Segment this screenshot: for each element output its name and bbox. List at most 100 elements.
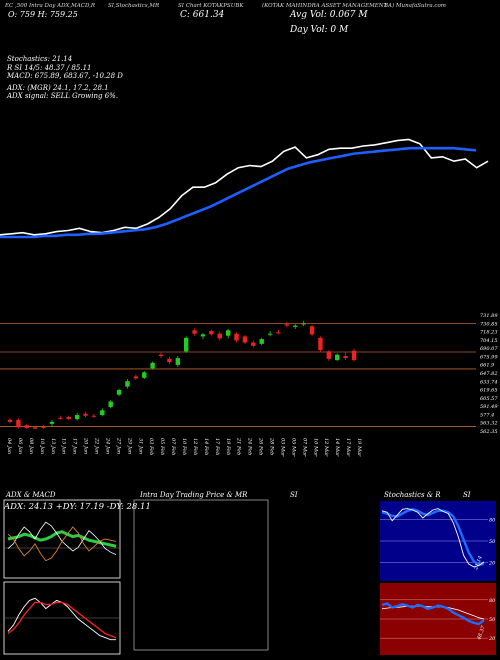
rsi-tick-label: 80 [489,598,496,604]
candle-body [225,330,231,336]
candle-body [343,356,348,359]
adx-macd-panel [3,499,121,655]
y-tick-label: 647.82 [480,371,498,377]
x-tick-label: 07 Feb [170,438,176,455]
candle-body [133,376,139,379]
stochastics-value: Stochastics: 21.14 [7,55,73,63]
stoch-panel-title: Stochastics & R [384,491,441,499]
candle-body [217,333,222,339]
stochastics-rsi-panel: 80 50 20 80 50 20 21.14 48.37 [380,501,496,655]
candle-body [74,415,80,420]
y-tick-label: 661.9 [480,363,495,369]
candle-body [183,337,189,352]
x-tick-label: 22 Jan [94,437,100,454]
candle-body [200,334,206,337]
candle-body [108,401,113,407]
macd-signal-line [7,601,117,639]
candle-body [125,381,130,387]
x-tick-label: 24 Feb [247,437,253,455]
header-title-3: SI Chart KOTAKPSUBK [178,3,244,9]
x-tick-label: 03 Feb [148,438,154,455]
intraday-panel-title-2: SI [290,491,298,499]
adx-value: ADX: (MGR) 24.1, 17.2, 28.1 [7,83,109,92]
rsi-tick-label: 50 [489,617,496,623]
x-tick-label: 21 Feb [236,437,242,455]
candle-body [91,415,97,417]
x-tick-label: 31 Jan [137,438,143,454]
candle-body [335,354,340,361]
macd-value: MACD: 675.89, 683.67, -10.28 D [7,72,123,81]
x-tick-label: 17 Jan [72,438,78,454]
x-tick-label: 08 Jan [28,438,34,454]
stoch-tick-label: 20 [488,561,496,567]
x-tick-label: 14 Feb [203,438,209,455]
x-tick-label: 27 Jan [115,437,121,454]
candle-body [100,410,105,416]
candle-body [150,362,155,369]
x-tick-label: 10 Feb [181,438,187,455]
x-tick-label: 05 Feb [159,438,165,455]
y-tick-label: 563.32 [480,421,498,427]
candle-body [116,389,122,395]
y-tick-label: 562.35 [480,429,498,435]
x-tick-label: 04 Jan [6,438,12,454]
rsi-tick-label: 20 [488,636,496,642]
x-tick-label: 12 Mar [323,438,329,457]
y-tick-label: 730.85 [480,321,498,327]
adx-frame [3,499,121,579]
di-minus-line [7,526,117,562]
price-overview-chart [0,138,489,239]
candle-body [267,333,273,335]
x-tick-label: 03 Mar [279,438,285,457]
x-tick-label: 17 Mar [345,438,351,457]
rsi-value: R SI 14/5: 48.37 / 85.11 [7,63,92,72]
x-tick-label: 12 Feb [192,438,198,455]
candle-body [293,325,298,327]
adx-readout: ADX: 24.13 +DY: 17.19 -DY: 28.11 [4,502,151,512]
stoch-d-line [381,508,485,567]
x-tick-label: 06 Jan [17,438,23,454]
candle-body [234,333,239,341]
x-tick-label: 10 Mar [312,438,318,457]
y-tick-label: 704.15 [480,338,498,344]
header-title-1: EC ,500 Intra Day ADX,MACD,R [5,3,96,9]
adx-line [7,530,117,548]
x-tick-label: 17 Feb [214,438,220,455]
candle-body [83,413,88,416]
candle-body [66,417,71,420]
stoch-tick-label: 80 [489,517,496,523]
candle-body [301,323,306,325]
x-tick-label: 10 Jan [39,438,45,454]
x-tick-label: 07 Mar [301,438,307,457]
y-tick-label: 591.49 [480,404,498,410]
indicator-readout: Stochastics: 21.14 R SI 14/5: 48.37 / 85… [7,55,123,101]
candle-body [309,326,315,335]
stoch-tick-label: 50 [489,539,496,545]
candle-body [24,425,29,428]
candlestick-chart: 731.89 730.85 718.23 704.15 690.07 675.99 661.… [0,313,498,457]
y-tick-label: 731.89 [480,313,498,319]
header-title-2: SI,Stochastics,MR [108,3,160,9]
intraday-panel-title: Intra Day Trading Price & MR [140,491,248,499]
price-line [0,138,489,236]
stoch-k-line [381,508,485,568]
open-high-readout: O: 759 H: 759.25 [8,10,78,19]
rsi-line [381,602,485,626]
candle-body [318,337,323,350]
avg-volume-readout: Avg Vol: 0.067 M [290,10,368,20]
candle-body [351,350,357,361]
x-tick-label: 19 Feb [225,438,231,455]
stoch-readout: 21.14 [473,555,484,571]
candle-body [242,336,248,343]
header-title-4: (KOTAK MAHINDRA ASSET MANAGEMENT [262,3,388,9]
candle-body [251,342,256,346]
header-title-5: BA) MunafaSutra.com [384,3,447,9]
x-tick-label: 05 Mar [290,438,296,457]
candle-body [16,419,21,428]
rsi-readout: 48.37 [476,624,487,641]
y-tick-label: 605.57 [480,396,498,402]
candle-body [167,358,172,363]
x-tick-label: 29 Jan [126,437,132,454]
y-tick-label: 633.74 [480,379,498,385]
close-readout: C: 661.34 [180,10,225,20]
